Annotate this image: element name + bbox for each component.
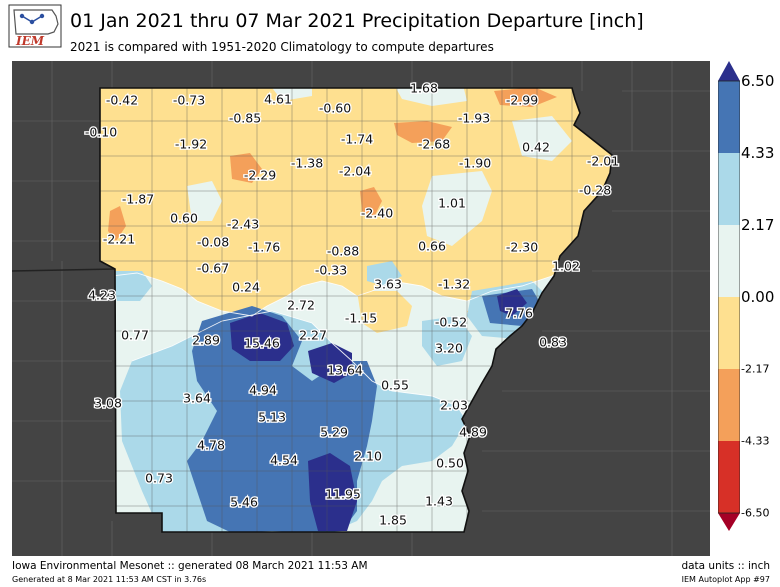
station-value-label: 2.10	[354, 449, 382, 464]
station-value-label: 0.60	[170, 211, 198, 226]
station-value-label: -0.33	[315, 263, 347, 278]
station-value-label: 4.89	[459, 425, 487, 440]
station-value-label: 2.03	[440, 398, 468, 413]
station-value-label: 0.73	[145, 471, 173, 486]
station-value-label: -1.38	[291, 156, 323, 171]
station-value-label: -2.40	[361, 206, 393, 221]
county-lines-outside	[12, 61, 710, 556]
station-value-label: 15.46	[244, 336, 280, 351]
station-value-label: 3.08	[94, 396, 122, 411]
oklahoma-texas-border	[12, 268, 117, 272]
colorbar-band-light-orange	[718, 297, 740, 369]
station-value-label: -1.15	[345, 311, 377, 326]
station-value-label: -1.87	[122, 192, 154, 207]
logo-text: IEM	[15, 34, 45, 48]
colorbar-tick-label: 2.17	[741, 216, 775, 234]
station-value-label: 1.85	[379, 513, 407, 528]
footer-units: data units :: inch	[681, 560, 770, 572]
precip-map: -0.42 -0.73 4.61 -0.60 1.68 -2.99 -0.10 -0.85 -1…	[12, 61, 710, 556]
map-subtitle: 2021 is compared with 1951-2020 Climatol…	[70, 40, 494, 54]
station-value-label: 4.23	[88, 288, 116, 303]
station-value-label: -0.08	[197, 235, 229, 250]
contour-fill	[100, 88, 612, 532]
station-value-label: 5.13	[258, 410, 286, 425]
colorbar-tick-label: 4.33	[741, 144, 775, 162]
colorbar-band-dark-blue	[718, 81, 740, 153]
station-value-label: 0.24	[232, 280, 260, 295]
arkansas-border	[99, 87, 613, 533]
station-value-label: -2.68	[418, 137, 450, 152]
station-value-label: -2.01	[587, 154, 619, 169]
station-value-label: 2.27	[299, 328, 327, 343]
station-value-label: 2.72	[287, 298, 315, 313]
footer-generated-time: Generated at 8 Mar 2021 11:53 AM CST in …	[12, 575, 207, 584]
station-value-label: -2.99	[506, 93, 538, 108]
station-value-label: -2.04	[339, 164, 371, 179]
station-value-label: 3.63	[374, 277, 402, 292]
station-value-label: 1.43	[425, 494, 453, 509]
station-value-label: -2.43	[227, 217, 259, 232]
station-value-label: -1.90	[459, 156, 491, 171]
colorbar-band-orange	[718, 369, 740, 441]
station-value-label: 0.83	[539, 335, 567, 350]
colorbar-tick-label: -2.17	[741, 362, 770, 376]
station-value-label: -0.10	[85, 125, 117, 140]
station-value-label: -0.60	[319, 101, 351, 116]
station-value-label: 4.94	[249, 383, 277, 398]
footer-app: IEM Autoplot App #97	[681, 575, 770, 584]
station-value-label: -0.67	[197, 261, 229, 276]
footer-generated: Iowa Environmental Mesonet :: generated …	[12, 560, 368, 572]
station-value-label: -2.21	[103, 232, 135, 247]
colorbar-tick-label: -6.50	[741, 506, 770, 520]
station-value-label: -0.42	[106, 93, 138, 108]
station-value-label: 0.55	[381, 378, 409, 393]
iem-logo: IEM	[8, 4, 64, 50]
station-value-label: 3.64	[183, 391, 211, 406]
station-value-label: -1.93	[458, 111, 490, 126]
station-value-label: -1.74	[341, 132, 373, 147]
station-value-label: 7.76	[505, 306, 533, 321]
station-value-label: 0.42	[522, 140, 550, 155]
station-value-label: -2.30	[506, 240, 538, 255]
station-value-label: -1.92	[175, 137, 207, 152]
station-value-label: -1.32	[438, 277, 470, 292]
station-value-label: -0.28	[579, 183, 611, 198]
colorbar-band-light-blue	[718, 153, 740, 225]
station-value-label: 11.95	[325, 487, 361, 502]
station-value-label: -2.29	[244, 168, 276, 183]
station-value-label: 0.77	[121, 328, 149, 343]
colorbar-cap-bottom	[718, 513, 740, 531]
station-value-label: 5.46	[230, 495, 258, 510]
colorbar-tick-label: 6.50	[741, 72, 775, 90]
station-value-label: 0.50	[436, 456, 464, 471]
station-value-label: 4.78	[197, 438, 225, 453]
station-value-label: 1.02	[552, 259, 580, 274]
station-value-label: -0.73	[173, 93, 205, 108]
station-value-label: 13.64	[327, 363, 363, 378]
station-value-label: -0.85	[229, 111, 261, 126]
colorbar-band-pale	[718, 225, 740, 297]
station-value-label: 3.20	[435, 341, 463, 356]
county-lines	[100, 88, 612, 532]
map-title: 01 Jan 2021 thru 07 Mar 2021 Precipitati…	[70, 10, 644, 32]
colorbar-tick-label: 0.00	[741, 288, 775, 306]
colorbar-band-red	[718, 441, 740, 513]
colorbar-tick-label: -4.33	[741, 434, 770, 448]
station-value-label: -1.76	[248, 240, 280, 255]
station-value-label: 5.29	[320, 425, 348, 440]
colorbar-cap-top	[718, 61, 740, 81]
contour-lines	[100, 220, 612, 422]
station-value-label: 4.61	[264, 92, 292, 107]
station-value-label: 4.54	[270, 453, 298, 468]
station-value-label: -0.52	[435, 315, 467, 330]
station-value-label: 0.66	[418, 239, 446, 254]
station-value-label: 2.89	[192, 333, 220, 348]
station-value-label: -0.88	[327, 244, 359, 259]
station-value-label: 1.01	[438, 196, 466, 211]
station-value-label: 1.68	[410, 81, 438, 96]
colorbar	[718, 61, 740, 531]
